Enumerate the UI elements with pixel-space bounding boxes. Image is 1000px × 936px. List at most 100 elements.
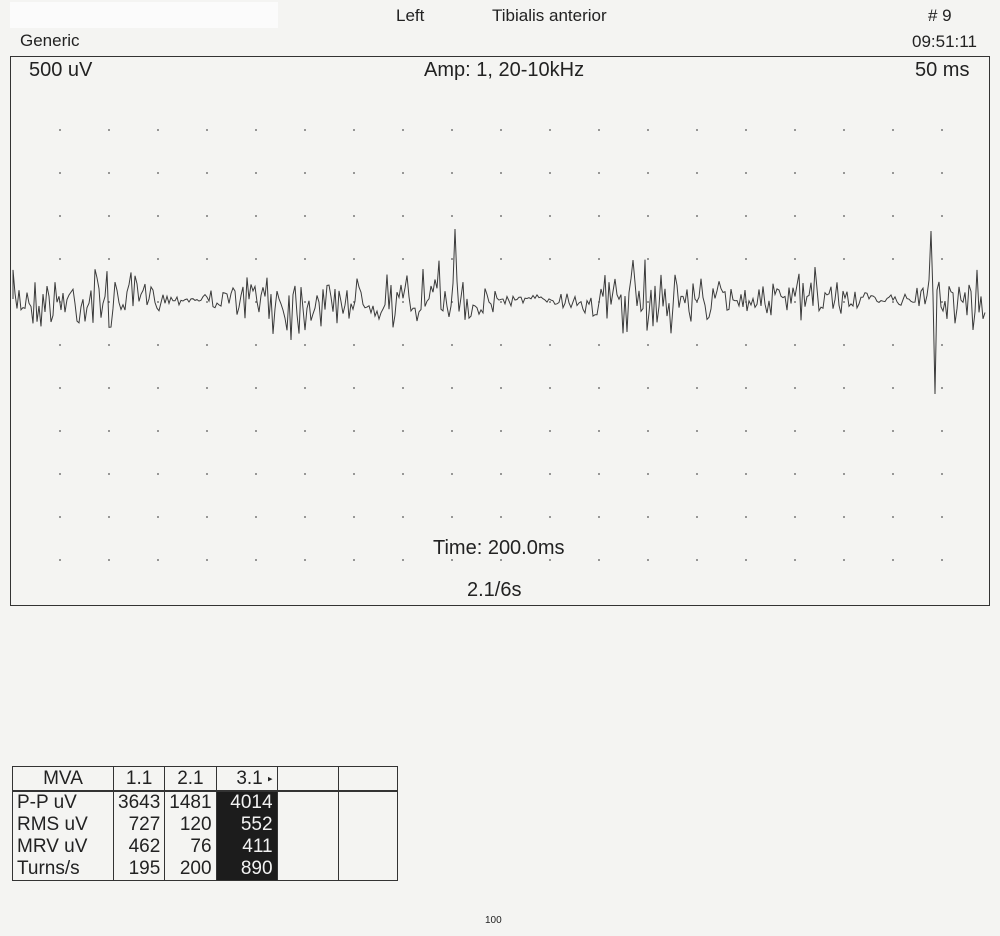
cell: 76: [164, 836, 217, 858]
cell: 1481: [164, 791, 217, 814]
grid-dot: [549, 301, 551, 303]
grid-dot: [157, 473, 159, 475]
grid-dot: [59, 215, 61, 217]
grid-dot: [304, 559, 306, 561]
grid-dot: [745, 215, 747, 217]
mva-results-table: MVA 1.1 2.1 3.1 ▸ P-P uV 3643 1481 4014 …: [12, 766, 398, 881]
grid-dot: [745, 387, 747, 389]
emg-plot-frame: 500 uV Amp: 1, 20-10kHz 50 ms Time: 200.…: [10, 56, 990, 606]
grid-dot: [941, 258, 943, 260]
grid-dot: [745, 172, 747, 174]
grid-dot: [59, 344, 61, 346]
grid-dot: [206, 430, 208, 432]
grid-dot: [206, 129, 208, 131]
grid-dot: [500, 129, 502, 131]
grid-dot: [402, 172, 404, 174]
grid-dot: [108, 473, 110, 475]
grid-dot: [206, 301, 208, 303]
grid-dot: [745, 129, 747, 131]
grid-dot: [402, 516, 404, 518]
grid-dot: [500, 301, 502, 303]
amplifier-settings: Amp: 1, 20-10kHz: [424, 59, 585, 81]
grid-dot: [500, 258, 502, 260]
grid-dot: [549, 516, 551, 518]
grid-dot: [255, 258, 257, 260]
grid-dot: [500, 473, 502, 475]
cell: 120: [164, 814, 217, 836]
grid-dot: [59, 473, 61, 475]
time-scale: 50 ms: [915, 59, 970, 81]
grid-dot: [843, 516, 845, 518]
grid-dot: [745, 344, 747, 346]
grid-dot: [157, 172, 159, 174]
grid-dot: [843, 430, 845, 432]
page-number: 100: [485, 915, 502, 926]
grid-dot: [451, 258, 453, 260]
grid-dot: [255, 172, 257, 174]
grid-dot: [500, 172, 502, 174]
grid-dot: [941, 215, 943, 217]
cell-empty: [337, 814, 398, 836]
grid-dot: [549, 387, 551, 389]
grid-dot: [108, 258, 110, 260]
grid-dot: [745, 559, 747, 561]
cell-empty: [337, 791, 398, 814]
grid-dot: [794, 215, 796, 217]
grid-dot: [941, 559, 943, 561]
grid-dot: [206, 258, 208, 260]
grid-dot: [794, 258, 796, 260]
grid-dot: [794, 559, 796, 561]
grid-dot: [892, 559, 894, 561]
table-row: Turns/s 195 200 890: [12, 858, 398, 881]
grid-dot: [304, 129, 306, 131]
grid-dot: [843, 215, 845, 217]
grid-dot: [794, 387, 796, 389]
grid-dot: [745, 430, 747, 432]
grid-dot: [59, 129, 61, 131]
grid-dot: [108, 516, 110, 518]
row-label: RMS uV: [12, 814, 114, 836]
grid-dot: [647, 387, 649, 389]
grid-dot: [59, 559, 61, 561]
grid-dot: [353, 344, 355, 346]
grid-dot: [794, 430, 796, 432]
cell: 200: [164, 858, 217, 881]
grid-dot: [500, 559, 502, 561]
grid-dot: [451, 473, 453, 475]
grid-dot: [598, 344, 600, 346]
grid-dot: [353, 559, 355, 561]
grid-dot: [549, 258, 551, 260]
grid-dot: [353, 473, 355, 475]
grid-dot: [255, 215, 257, 217]
grid-dot: [255, 344, 257, 346]
grid-dot: [402, 473, 404, 475]
grid-dot: [598, 129, 600, 131]
table-row: MRV uV 462 76 411: [12, 836, 398, 858]
header-1-1: 1.1: [112, 766, 166, 792]
grid-dot: [255, 129, 257, 131]
grid-dot: [500, 430, 502, 432]
grid-dot: [696, 172, 698, 174]
grid-dot: [549, 344, 551, 346]
grid-dot: [843, 301, 845, 303]
cell-empty: [337, 858, 398, 881]
cell-selected: 890: [215, 858, 278, 881]
grid-dot: [108, 129, 110, 131]
grid-dot: [794, 129, 796, 131]
grid-dot: [255, 387, 257, 389]
cell-selected: 552: [215, 814, 278, 836]
grid-dot: [696, 344, 698, 346]
grid-dot: [304, 516, 306, 518]
time-readout: Time: 200.0ms: [433, 537, 565, 559]
grid-dot: [500, 344, 502, 346]
grid-dot: [941, 129, 943, 131]
sweep-readout: 2.1/6s: [467, 579, 522, 601]
amplitude-scale: 500 uV: [29, 59, 93, 81]
grid-dot: [696, 129, 698, 131]
grid-dot: [255, 301, 257, 303]
grid-dot: [745, 516, 747, 518]
grid-dot: [500, 516, 502, 518]
grid-dot: [892, 387, 894, 389]
grid-dot: [598, 215, 600, 217]
header-3-1[interactable]: 3.1 ▸: [215, 766, 278, 792]
